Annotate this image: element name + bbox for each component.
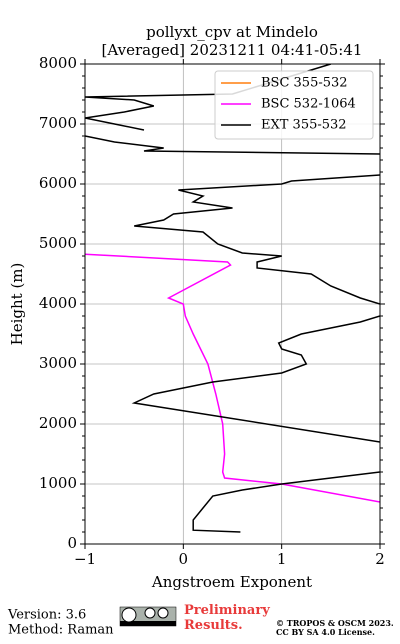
legend-label: EXT 355-532 — [261, 118, 347, 133]
chart-title: pollyxt_cpv at Mindelo — [146, 23, 318, 41]
y-tick-label: 3000 — [39, 354, 77, 372]
license-logo — [119, 606, 177, 627]
method: Method: Raman — [8, 623, 114, 638]
legend-box — [214, 70, 374, 140]
series-line — [85, 64, 380, 533]
y-tick-label: 6000 — [39, 174, 77, 192]
copyright: © TROPOS & OSCM 2023. — [276, 618, 394, 628]
license: CC BY SA 4.0 License. — [276, 627, 375, 637]
y-axis-label: Height (m) — [8, 263, 26, 346]
legend-label: BSC 532-1064 — [261, 97, 356, 112]
x-tick-label: 1 — [277, 550, 287, 568]
version: Version: 3.6 — [7, 608, 86, 623]
x-tick-label: 0 — [179, 550, 189, 568]
y-tick-label: 0 — [67, 534, 77, 552]
x-tick-label: 2 — [375, 550, 385, 568]
y-tick-label: 5000 — [39, 234, 77, 252]
y-tick-label: 4000 — [39, 294, 77, 312]
legend: BSC 355-532 BSC 532-1064 EXT 355-532 — [214, 70, 374, 140]
y-tick-label: 2000 — [39, 414, 77, 432]
series-line — [85, 253, 380, 503]
y-tick-label: 8000 — [39, 54, 77, 72]
chart-subtitle: [Averaged] 20231211 04:41-05:41 — [102, 41, 363, 59]
x-tick-label: −1 — [74, 550, 96, 568]
x-axis-label: Angstroem Exponent — [151, 573, 312, 591]
y-tick-label: 7000 — [39, 114, 77, 132]
y-tick-label: 1000 — [39, 474, 77, 492]
legend-label: BSC 355-532 — [261, 76, 348, 91]
notice: Preliminary Results. — [184, 603, 270, 633]
plot-lines — [85, 64, 380, 533]
